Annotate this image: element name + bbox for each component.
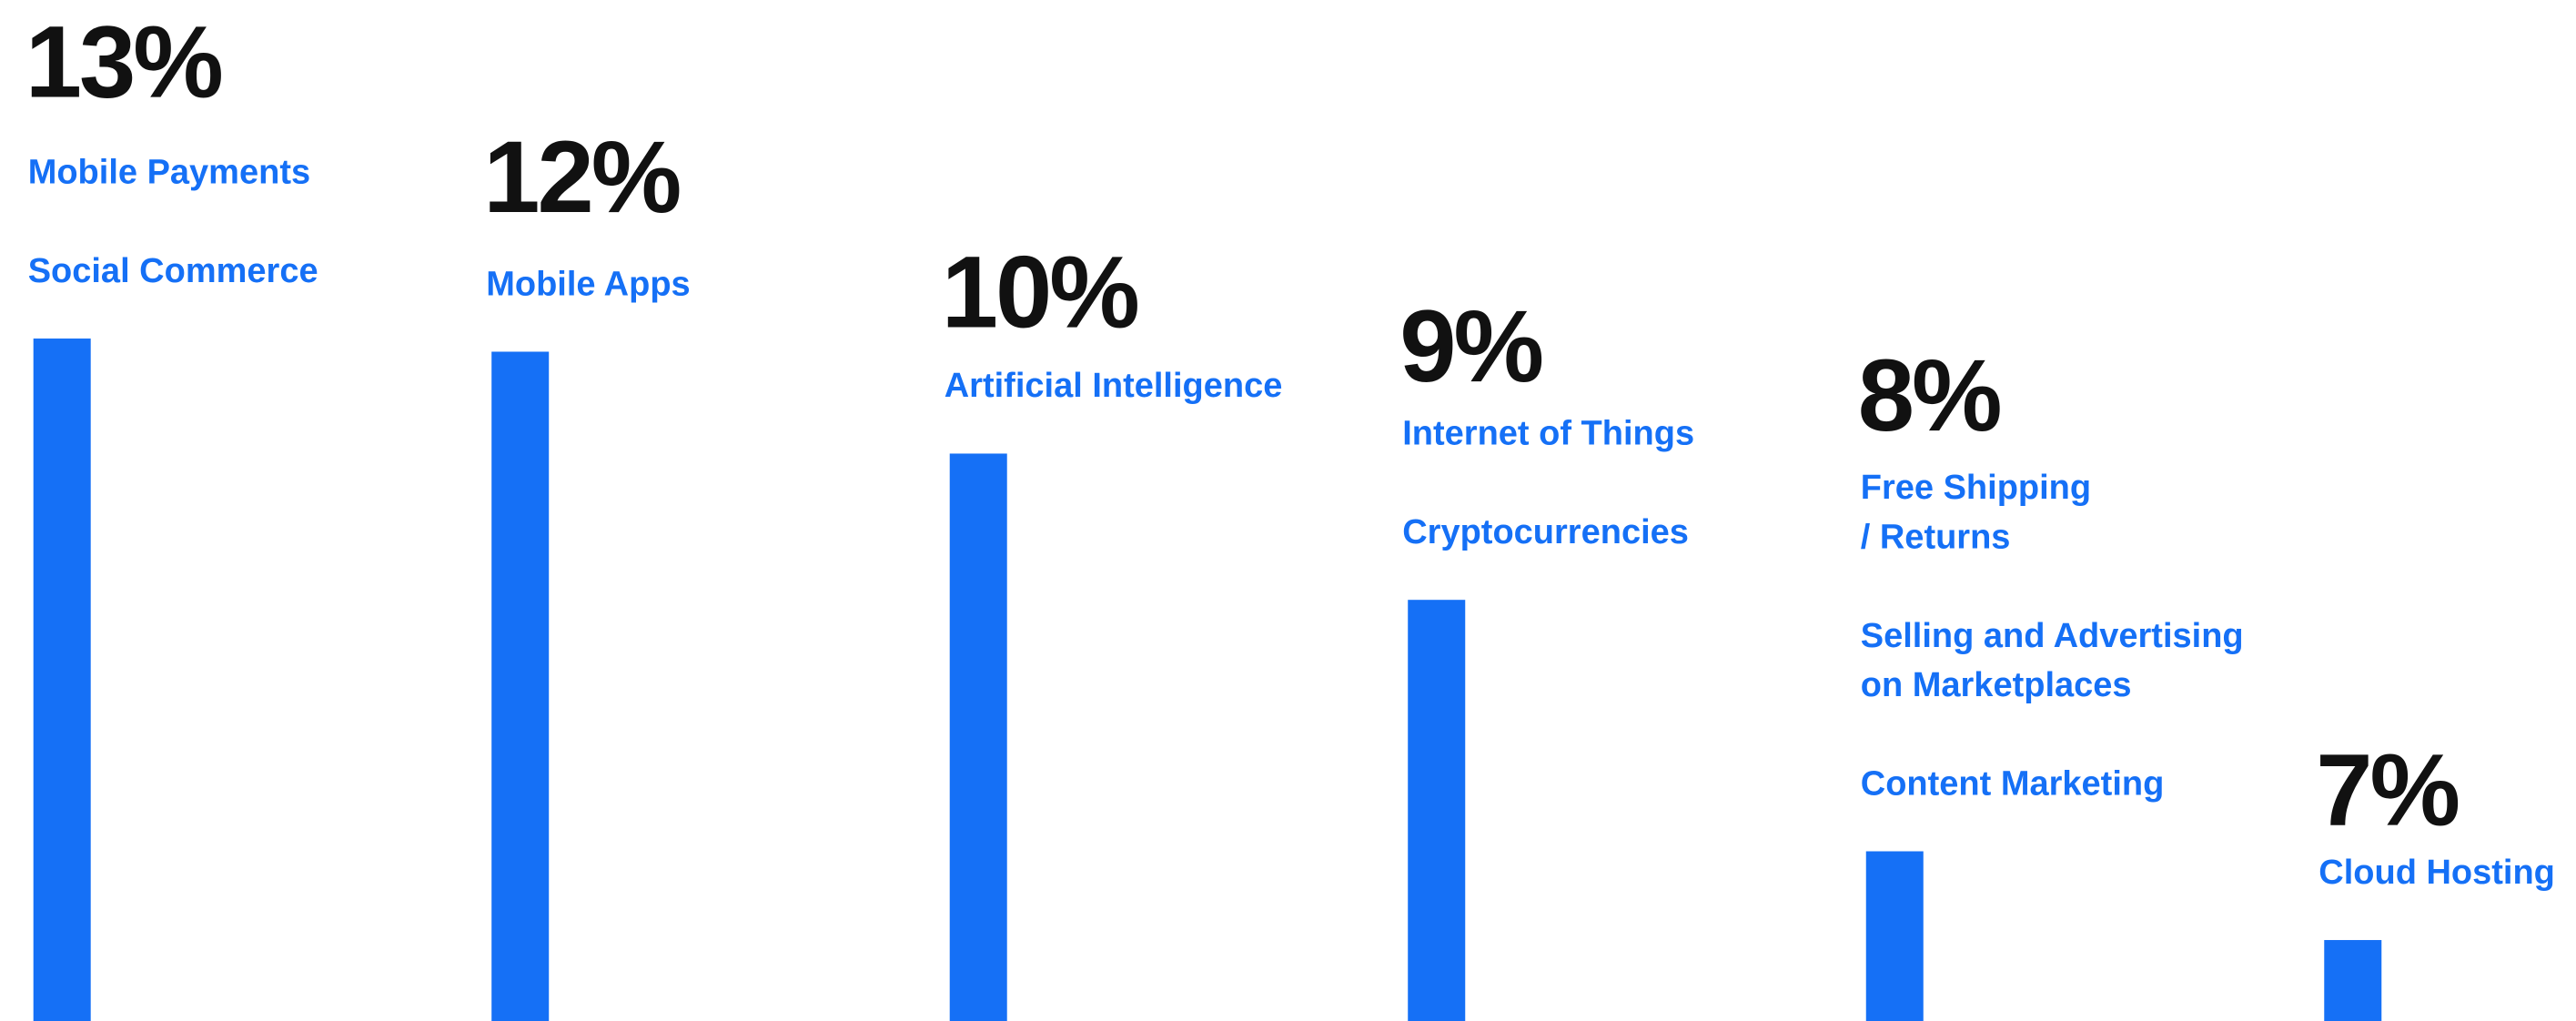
bar <box>949 453 1007 1021</box>
category-label: Cryptocurrencies <box>1402 513 1689 551</box>
value-label: 9% <box>1399 289 1541 403</box>
category-label: Social Commerce <box>28 252 318 290</box>
bar <box>2324 940 2382 1021</box>
category-label: Mobile Payments <box>28 153 310 191</box>
category-label: Internet of Things <box>1402 415 1694 453</box>
category-label: / Returns <box>1861 518 2011 556</box>
value-label: 13% <box>25 5 222 119</box>
value-label: 12% <box>483 120 680 234</box>
value-label: 8% <box>1858 339 2000 452</box>
category-label: Selling and Advertising <box>1861 617 2244 655</box>
bar <box>1865 851 1924 1021</box>
category-label: Free Shipping <box>1861 469 2091 507</box>
category-label: on Marketplaces <box>1861 666 2132 704</box>
value-label: 10% <box>942 235 1138 349</box>
value-label: 7% <box>2316 733 2458 847</box>
category-label: Mobile Apps <box>486 265 690 303</box>
category-label: Cloud Hosting <box>2318 854 2555 892</box>
category-label: Content Marketing <box>1861 764 2165 803</box>
bar <box>491 351 550 1021</box>
bar <box>1408 600 1466 1021</box>
category-label: Artificial Intelligence <box>945 367 1283 405</box>
bar <box>33 339 91 1021</box>
